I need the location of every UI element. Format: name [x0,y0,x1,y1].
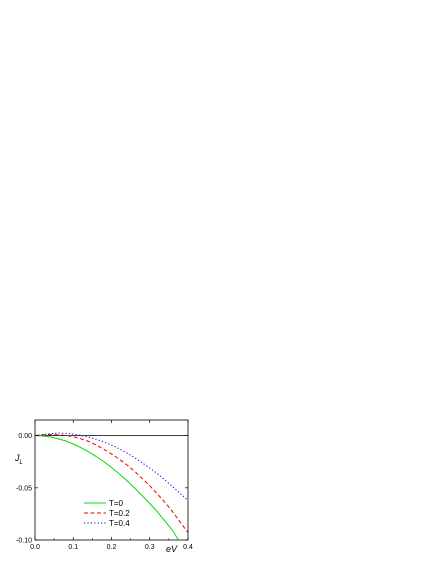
series-line-t-0-2 [35,434,188,533]
x-tick-label: 0.3 [145,544,155,551]
series-group [35,432,188,540]
legend-label: T=0 [109,499,124,508]
legend-label: T=0.4 [109,519,130,528]
x-axis-label: eV [166,544,178,554]
x-tick-label: 0.2 [107,544,117,551]
series-line-t-0 [35,435,179,540]
x-tick-label: 0.4 [183,544,193,551]
y-axis-label: JL [14,453,23,466]
legend-label: T=0.2 [109,509,130,518]
series-line-t-0-4 [35,432,188,501]
x-tick-label: 0.1 [68,544,78,551]
x-axis-ticks: 0.0 0.1 0.2 0.3 0.4 [30,420,193,551]
y-tick-label: 0.00 [18,433,32,440]
y-tick-label: -0.10 [16,538,32,545]
legend: T=0T=0.2T=0.4 [84,499,130,528]
y-tick-label: -0.05 [16,485,32,492]
y-axis-ticks: 0.00 -0.05 -0.10 [16,433,188,545]
x-tick-label: 0.0 [30,544,40,551]
